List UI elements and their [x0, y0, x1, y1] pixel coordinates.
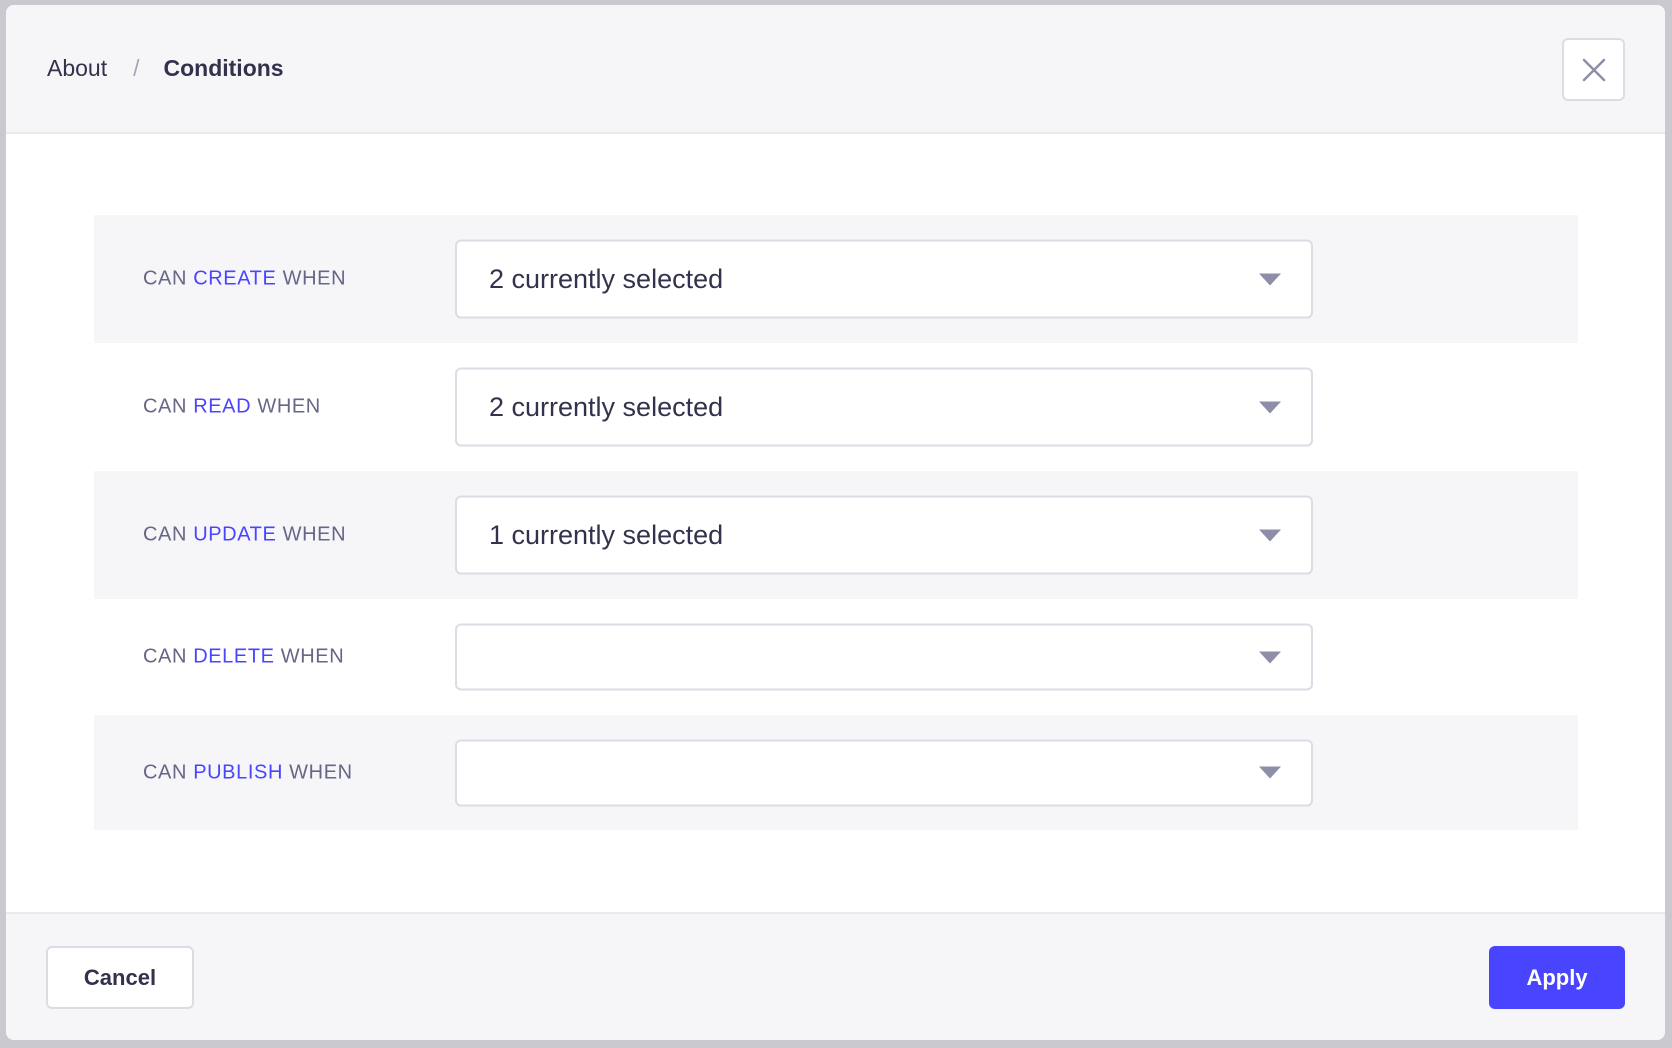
condition-row-delete: CAN DELETE WHEN: [94, 599, 1578, 715]
condition-select[interactable]: [455, 739, 1313, 806]
condition-select[interactable]: [455, 623, 1313, 691]
breadcrumb-parent: About: [47, 55, 108, 81]
caret-down-icon: [1259, 401, 1281, 413]
condition-label: CAN PUBLISH WHEN: [143, 761, 353, 784]
label-action: CREATE: [193, 267, 277, 290]
condition-select[interactable]: 2 currently selected: [455, 239, 1313, 319]
condition-label: CAN CREATE WHEN: [143, 268, 346, 291]
label-action: PUBLISH: [193, 761, 283, 783]
caret-down-icon: [1259, 529, 1281, 541]
condition-select[interactable]: 1 currently selected: [455, 495, 1313, 575]
label-prefix: CAN: [143, 761, 188, 783]
select-value: 2 currently selected: [489, 263, 724, 294]
condition-select[interactable]: 2 currently selected: [455, 367, 1313, 447]
condition-row-publish: CAN PUBLISH WHEN: [94, 715, 1578, 830]
condition-row-read: CAN READ WHEN 2 currently selected: [94, 343, 1578, 471]
modal-header: About / Conditions: [6, 5, 1665, 134]
condition-label: CAN UPDATE WHEN: [143, 524, 346, 547]
label-action: READ: [193, 395, 252, 418]
label-action: UPDATE: [193, 523, 277, 546]
caret-down-icon: [1259, 273, 1281, 285]
modal-footer: Cancel Apply: [6, 912, 1665, 1040]
label-suffix: WHEN: [289, 761, 353, 783]
cancel-button[interactable]: Cancel: [46, 946, 194, 1009]
label-prefix: CAN: [143, 645, 188, 668]
select-value: 1 currently selected: [489, 519, 724, 550]
close-button[interactable]: [1562, 38, 1625, 101]
breadcrumb: About / Conditions: [47, 55, 284, 82]
close-icon: [1582, 58, 1605, 81]
condition-label: CAN READ WHEN: [143, 396, 321, 419]
label-suffix: WHEN: [282, 523, 347, 546]
conditions-modal: About / Conditions CAN CREATE WHEN 2 curr…: [6, 5, 1665, 1040]
condition-row-create: CAN CREATE WHEN 2 currently selected: [94, 215, 1578, 343]
label-suffix: WHEN: [257, 395, 321, 418]
label-suffix: WHEN: [282, 267, 347, 290]
label-suffix: WHEN: [280, 645, 345, 668]
apply-button[interactable]: Apply: [1489, 946, 1625, 1009]
breadcrumb-separator: /: [133, 55, 140, 81]
label-prefix: CAN: [143, 267, 188, 290]
label-action: DELETE: [193, 645, 275, 668]
condition-row-update: CAN UPDATE WHEN 1 currently selected: [94, 471, 1578, 599]
select-value: 2 currently selected: [489, 391, 724, 422]
caret-down-icon: [1259, 651, 1281, 663]
condition-label: CAN DELETE WHEN: [143, 646, 344, 669]
breadcrumb-current: Conditions: [163, 55, 284, 81]
label-prefix: CAN: [143, 523, 188, 546]
caret-down-icon: [1259, 766, 1281, 779]
label-prefix: CAN: [143, 395, 188, 418]
